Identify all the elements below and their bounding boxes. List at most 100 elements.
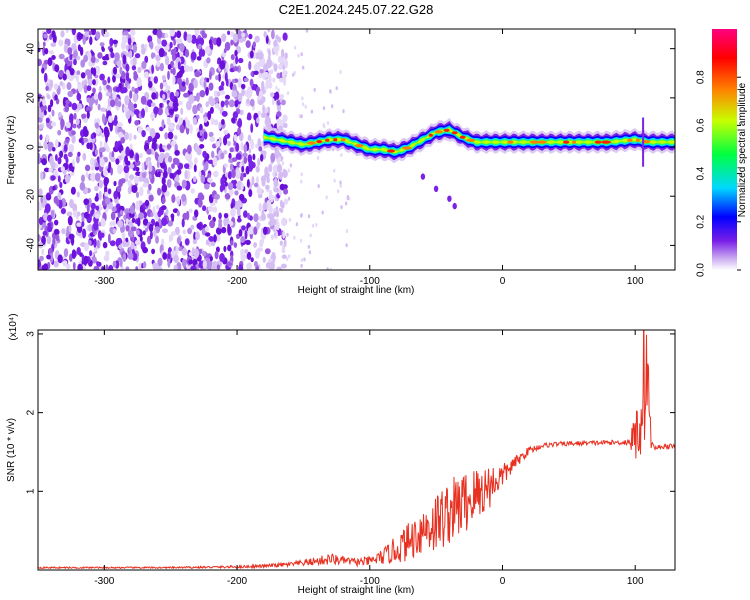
noise-speckle [136, 77, 142, 88]
noise-speckle [198, 49, 203, 58]
noise-speckle [326, 267, 329, 270]
noise-speckle [207, 214, 212, 221]
noise-speckle [248, 148, 252, 154]
noise-speckle [260, 154, 264, 162]
noise-speckle [77, 44, 81, 52]
noise-speckle [279, 77, 285, 83]
noise-speckle [108, 233, 111, 244]
noise-speckle [46, 254, 51, 260]
noise-speckle [97, 91, 103, 101]
noise-speckle [115, 73, 121, 79]
noise-speckle [120, 178, 126, 184]
noise-speckle [52, 237, 56, 246]
noise-speckle [188, 66, 194, 72]
noise-speckle [63, 248, 69, 258]
noise-speckle [260, 175, 267, 183]
noise-speckle [97, 52, 103, 59]
noise-speckle [321, 210, 324, 215]
noise-speckle [190, 224, 195, 230]
noise-speckle [171, 52, 176, 62]
noise-speckle [213, 170, 219, 178]
noise-speckle [284, 58, 288, 69]
noise-speckle [181, 81, 186, 87]
noise-speckle [289, 163, 293, 168]
noise-speckle [198, 248, 203, 255]
noise-speckle [253, 213, 259, 223]
noise-speckle [169, 41, 173, 49]
noise-speckle [213, 119, 219, 126]
noise-speckle [237, 127, 242, 136]
noise-speckle [47, 222, 52, 227]
noise-speckle [83, 54, 88, 63]
noise-speckle [134, 239, 141, 246]
noise-speckle [185, 210, 190, 221]
noise-speckle [164, 152, 170, 158]
noise-speckle [273, 39, 278, 48]
noise-speckle [154, 151, 158, 160]
noise-speckle [224, 163, 229, 168]
noise-speckle [273, 232, 277, 237]
noise-speckle [246, 115, 252, 121]
noise-speckle [233, 134, 238, 142]
noise-speckle [103, 177, 109, 187]
noise-speckle [53, 83, 59, 90]
noise-speckle [243, 143, 248, 153]
noise-speckle [249, 166, 253, 172]
noise-speckle [254, 35, 260, 43]
noise-speckle [47, 143, 53, 152]
noise-speckle [283, 188, 289, 195]
noise-speckle [90, 165, 95, 171]
noise-speckle [65, 29, 69, 34]
noise-speckle [150, 212, 154, 217]
noise-speckle [100, 232, 105, 238]
noise-speckle [76, 92, 82, 101]
noise-speckle [112, 39, 118, 45]
noise-speckle [43, 167, 50, 173]
noise-speckle [218, 221, 223, 229]
noise-speckle [208, 39, 212, 45]
noise-speckle [132, 44, 138, 53]
noise-speckle [88, 239, 92, 246]
noise-speckle [124, 155, 128, 164]
noise-speckle [268, 189, 273, 196]
noise-speckle [109, 240, 116, 247]
noise-speckle [148, 183, 152, 191]
noise-speckle [131, 217, 136, 223]
noise-speckle [281, 57, 285, 65]
noise-speckle [187, 144, 192, 155]
noise-speckle [45, 193, 52, 201]
noise-speckle [45, 134, 50, 143]
noise-speckle [238, 57, 244, 64]
noise-speckle [238, 229, 243, 237]
noise-speckle [202, 205, 207, 212]
noise-speckle [164, 132, 169, 140]
noise-speckle [251, 176, 255, 186]
noise-speckle [231, 117, 236, 124]
noise-speckle [89, 142, 93, 151]
noise-speckle [215, 140, 221, 148]
noise-speckle [133, 109, 140, 115]
noise-speckle [227, 30, 231, 35]
noise-speckle [252, 153, 256, 161]
ridge-peak [529, 140, 539, 144]
noise-speckle [264, 248, 271, 255]
noise-speckle [118, 244, 123, 250]
noise-speckle [263, 31, 267, 38]
noise-speckle [282, 169, 288, 178]
noise-speckle [94, 213, 101, 219]
noise-speckle [76, 247, 81, 255]
ridge-peak [459, 135, 466, 139]
noise-speckle [101, 47, 105, 52]
noise-speckle [236, 217, 242, 223]
noise-speckle [134, 120, 140, 126]
noise-speckle [142, 246, 149, 254]
noise-speckle [122, 31, 129, 36]
noise-speckle [127, 37, 132, 46]
noise-speckle [153, 229, 157, 238]
noise-speckle [253, 70, 259, 76]
noise-speckle [146, 148, 153, 155]
noise-speckle [153, 76, 158, 84]
colorbar-tick-label: 0.6 [696, 118, 707, 132]
noise-speckle [164, 157, 168, 164]
noise-speckle [151, 102, 156, 107]
